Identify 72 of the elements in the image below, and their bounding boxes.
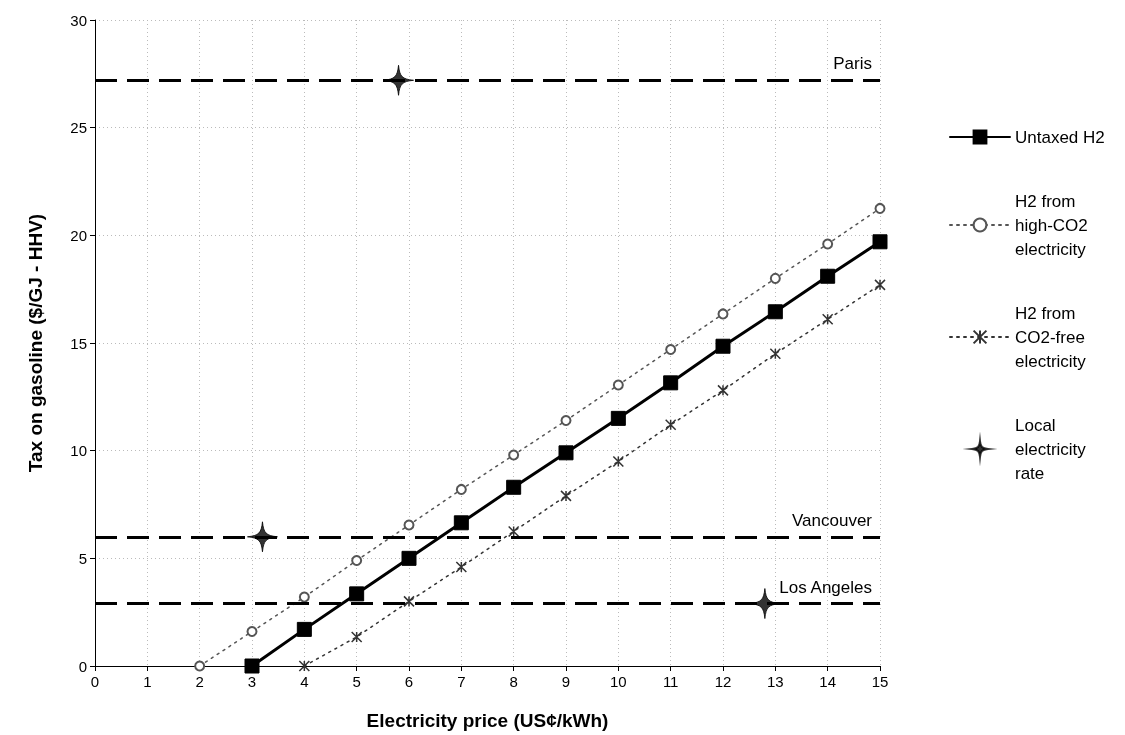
legend-label: H2 from high-CO2 electricity <box>1015 191 1093 259</box>
ref-line-label: Vancouver <box>791 510 873 530</box>
point <box>298 591 310 603</box>
point <box>612 455 625 468</box>
x-axis-title: Electricity price (US¢/kWh) <box>366 710 609 731</box>
y-tick-label: 30 <box>70 11 87 29</box>
point <box>769 272 781 284</box>
point <box>717 308 729 320</box>
point <box>298 660 311 672</box>
x-tick-label: 14 <box>819 673 837 690</box>
point <box>350 631 363 643</box>
x-tick-label: 4 <box>300 673 309 690</box>
point <box>560 490 572 502</box>
point <box>246 521 278 553</box>
x-tick-label: 9 <box>561 673 571 690</box>
point <box>769 348 782 360</box>
point <box>874 279 886 291</box>
point <box>665 343 677 355</box>
point <box>821 313 834 326</box>
point <box>664 419 677 431</box>
legend-label: H2 from CO2-free electricity <box>1015 303 1090 371</box>
legend-label: Untaxed H2 <box>1015 127 1105 147</box>
y-tick-label: 5 <box>78 549 87 567</box>
point <box>767 304 783 320</box>
point <box>822 238 834 250</box>
point <box>296 621 312 637</box>
x-tick-label: 1 <box>143 673 152 690</box>
point <box>506 479 522 495</box>
x-tick-label: 13 <box>766 673 784 690</box>
point <box>403 519 415 531</box>
y-tick-label: 25 <box>70 119 87 137</box>
y-axis-title: Tax on gasoline ($/GJ - HHV) <box>25 213 46 473</box>
point <box>872 234 888 250</box>
point <box>351 554 363 566</box>
x-tick-label: 7 <box>457 673 466 690</box>
point <box>717 384 729 397</box>
x-tick-label: 12 <box>714 673 732 690</box>
point <box>349 586 365 602</box>
x-tick-label: 3 <box>247 673 257 690</box>
y-tick-label: 0 <box>78 657 87 675</box>
point <box>401 550 417 566</box>
y-tick-label: 10 <box>70 442 87 460</box>
point <box>508 449 520 461</box>
y-tick-label: 15 <box>70 334 87 352</box>
point <box>507 525 520 538</box>
x-tick-label: 15 <box>871 673 889 690</box>
point <box>194 660 206 672</box>
point <box>715 338 731 354</box>
point <box>246 626 258 638</box>
x-tick-label: 10 <box>609 673 627 690</box>
point <box>610 410 626 426</box>
point <box>820 268 836 284</box>
x-tick-label: 8 <box>509 673 518 690</box>
legend-label: Local electricity rate <box>1015 415 1091 483</box>
point <box>560 415 572 427</box>
point <box>612 379 624 391</box>
x-tick-label: 5 <box>352 673 361 690</box>
y-tick-label: 20 <box>70 226 87 244</box>
point <box>558 445 574 461</box>
point <box>455 561 468 573</box>
point <box>874 202 886 214</box>
point <box>453 515 469 531</box>
x-tick-label: 0 <box>90 673 100 690</box>
x-tick-label: 6 <box>404 673 414 690</box>
point <box>663 375 679 391</box>
point <box>403 595 415 608</box>
x-tick-label: 2 <box>195 673 204 690</box>
ref-line-label: Paris <box>833 54 872 74</box>
ref-line-label: Los Angeles <box>779 577 872 597</box>
point <box>244 658 260 674</box>
x-tick-label: 11 <box>662 673 679 690</box>
point <box>455 483 467 495</box>
